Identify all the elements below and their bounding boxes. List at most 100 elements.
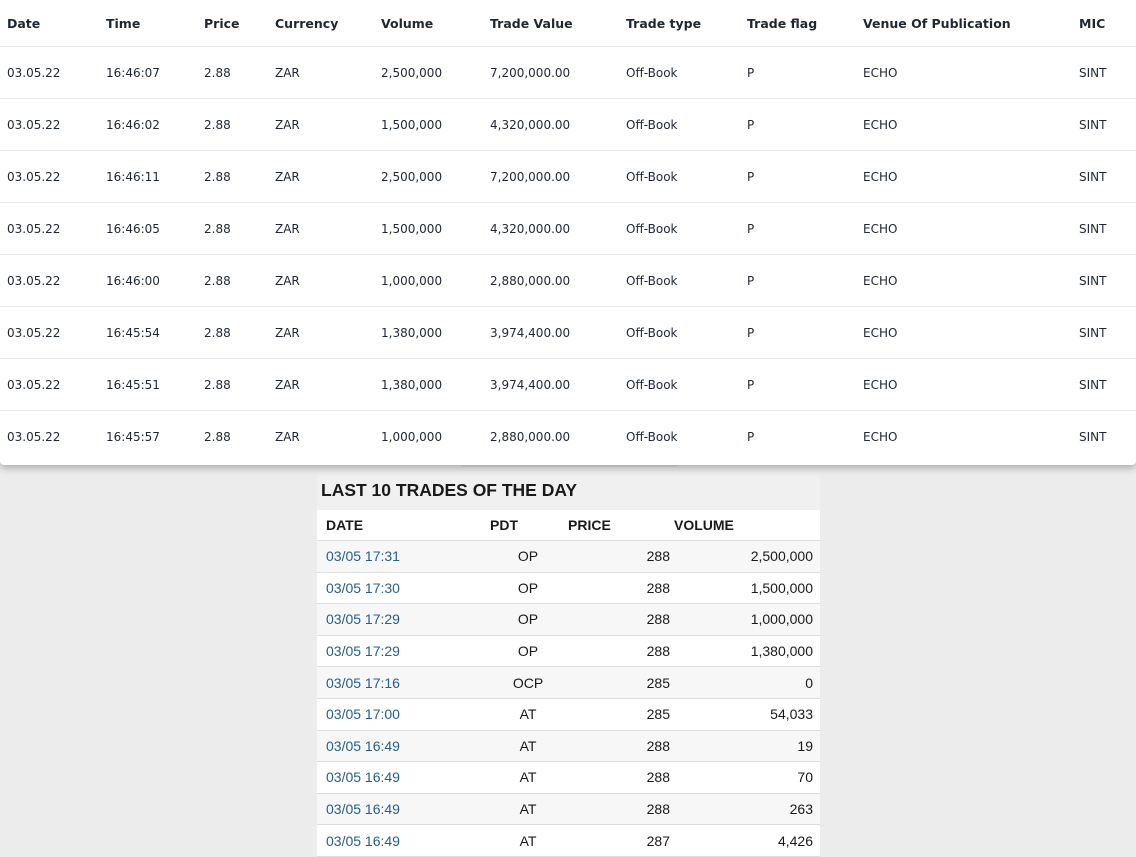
last-trades-body: 03/05 17:31 OP 288 2,500,000 03/05 17:30 OP 28…	[317, 540, 820, 857]
cell-pdt: OP	[490, 603, 566, 636]
list-item: 03/05 17:29 OP 288 1,380,000	[317, 635, 820, 668]
cell-price: 2.88	[204, 202, 275, 255]
cell-volume: 1,500,000	[381, 98, 490, 151]
cell-time: 16:46:07	[106, 46, 204, 99]
cell-pdt: AT	[490, 793, 566, 826]
list-item: 03/05 17:16 OCP 285 0	[317, 666, 820, 699]
cell-price: 285	[566, 666, 670, 699]
cell-pdt: AT	[490, 824, 566, 857]
trade-date-link[interactable]: 03/05 17:31	[317, 540, 490, 573]
cell-price: 285	[566, 698, 670, 731]
cell-trade-value: 4,320,000.00	[490, 98, 626, 151]
trades-table-body: 03.05.22 16:46:07 2.88 ZAR 2,500,000 7,200,00…	[0, 46, 1136, 462]
trade-date-link[interactable]: 03/05 17:30	[317, 572, 490, 605]
last-trades-title: LAST 10 TRADES OF THE DAY	[317, 475, 820, 510]
cell-venue-of-publication: ECHO	[863, 254, 1079, 307]
trade-date-link[interactable]: 03/05 16:49	[317, 793, 490, 826]
cell-date: 03.05.22	[0, 306, 106, 359]
cell-pdt: OP	[490, 572, 566, 605]
cell-volume: 54,033	[670, 698, 820, 731]
cell-currency: ZAR	[275, 410, 381, 462]
cell-venue-of-publication: ECHO	[863, 410, 1079, 462]
column-header-volume: VOLUME	[670, 510, 820, 541]
cell-pdt: AT	[490, 761, 566, 794]
cell-currency: ZAR	[275, 358, 381, 411]
cell-trade-value: 2,880,000.00	[490, 254, 626, 307]
table-row: 03.05.22 16:45:51 2.88 ZAR 1,380,000 3,974,40…	[0, 358, 1136, 411]
cell-trade-value: 7,200,000.00	[490, 46, 626, 99]
trade-publication-panel: Date Time Price Currency Volume Trade Value Tr…	[0, 0, 1136, 465]
trade-date-link[interactable]: 03/05 17:29	[317, 635, 490, 668]
cell-mic: SINT	[1079, 46, 1136, 99]
cell-currency: ZAR	[275, 254, 381, 307]
cell-trade-type: Off-Book	[626, 358, 747, 411]
cell-date: 03.05.22	[0, 98, 106, 151]
cell-trade-type: Off-Book	[626, 410, 747, 462]
column-header-mic: MIC	[1079, 15, 1106, 31]
cell-mic: SINT	[1079, 410, 1136, 462]
list-item: 03/05 16:49 AT 288 70	[317, 761, 820, 794]
cell-price: 287	[566, 824, 670, 857]
cell-trade-flag: P	[747, 410, 863, 462]
cell-time: 16:46:02	[106, 98, 204, 151]
list-item: 03/05 16:49 AT 287 4,426	[317, 824, 820, 857]
cell-currency: ZAR	[275, 98, 381, 151]
cell-venue-of-publication: ECHO	[863, 150, 1079, 203]
trades-table: Date Time Price Currency Volume Trade Value Tr…	[0, 15, 1136, 462]
table-row: 03.05.22 16:46:07 2.88 ZAR 2,500,000 7,200,00…	[0, 46, 1136, 99]
cell-volume: 1,380,000	[381, 306, 490, 359]
cell-venue-of-publication: ECHO	[863, 358, 1079, 411]
cell-date: 03.05.22	[0, 46, 106, 99]
cell-trade-type: Off-Book	[626, 306, 747, 359]
cell-trade-value: 3,974,400.00	[490, 306, 626, 359]
last-trades-table: DATE PDT PRICE VOLUME 03/05 17:31 OP 288 2,500…	[317, 510, 820, 857]
list-item: 03/05 16:49 AT 288 263	[317, 793, 820, 826]
cell-price: 2.88	[204, 358, 275, 411]
last-trades-header: DATE PDT PRICE VOLUME	[317, 510, 820, 541]
cell-time: 16:45:51	[106, 358, 204, 411]
cell-volume: 2,500,000	[670, 540, 820, 573]
trade-date-link[interactable]: 03/05 17:16	[317, 666, 490, 699]
cell-date: 03.05.22	[0, 254, 106, 307]
cell-volume: 4,426	[670, 824, 820, 857]
column-header-price: Price	[204, 15, 240, 31]
cell-trade-flag: P	[747, 254, 863, 307]
cell-mic: SINT	[1079, 98, 1136, 151]
cell-trade-value: 4,320,000.00	[490, 202, 626, 255]
column-header-price: PRICE	[566, 510, 670, 541]
cell-volume: 1,000,000	[670, 603, 820, 636]
column-header-trade-type: Trade type	[626, 15, 702, 31]
table-row: 03.05.22 16:46:00 2.88 ZAR 1,000,000 2,880,00…	[0, 254, 1136, 307]
cell-time: 16:45:54	[106, 306, 204, 359]
cell-venue-of-publication: ECHO	[863, 46, 1079, 99]
table-row: 03.05.22 16:46:05 2.88 ZAR 1,500,000 4,320,00…	[0, 202, 1136, 255]
column-header-venue-of-publication: Venue Of Publication	[863, 15, 1011, 31]
trade-date-link[interactable]: 03/05 16:49	[317, 761, 490, 794]
table-row: 03.05.22 16:45:57 2.88 ZAR 1,000,000 2,880,00…	[0, 410, 1136, 462]
cell-date: 03.05.22	[0, 410, 106, 462]
cell-trade-type: Off-Book	[626, 254, 747, 307]
cell-volume: 0	[670, 666, 820, 699]
cell-pdt: AT	[490, 730, 566, 763]
cell-currency: ZAR	[275, 46, 381, 99]
cell-price: 2.88	[204, 306, 275, 359]
cell-venue-of-publication: ECHO	[863, 202, 1079, 255]
cell-currency: ZAR	[275, 150, 381, 203]
trade-date-link[interactable]: 03/05 16:49	[317, 730, 490, 763]
column-header-pdt: PDT	[490, 510, 566, 541]
cell-volume: 1,000,000	[381, 410, 490, 462]
list-item: 03/05 17:30 OP 288 1,500,000	[317, 572, 820, 605]
cell-price: 2.88	[204, 98, 275, 151]
cell-volume: 1,500,000	[670, 572, 820, 605]
cell-mic: SINT	[1079, 358, 1136, 411]
trade-date-link[interactable]: 03/05 16:49	[317, 824, 490, 857]
cell-price: 288	[566, 761, 670, 794]
cell-date: 03.05.22	[0, 150, 106, 203]
cell-pdt: OP	[490, 635, 566, 668]
trade-date-link[interactable]: 03/05 17:00	[317, 698, 490, 731]
cell-trade-flag: P	[747, 98, 863, 151]
trade-date-link[interactable]: 03/05 17:29	[317, 603, 490, 636]
cell-price: 288	[566, 635, 670, 668]
cell-volume: 19	[670, 730, 820, 763]
column-header-currency: Currency	[275, 15, 339, 31]
